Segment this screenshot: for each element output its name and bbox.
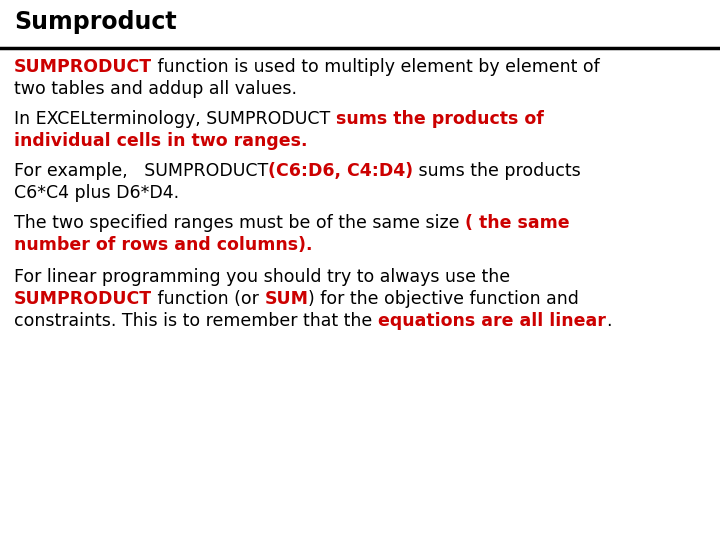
Text: number of rows and columns).: number of rows and columns).	[14, 236, 312, 254]
Text: (C6:D6, C4:D4): (C6:D6, C4:D4)	[269, 162, 413, 180]
Text: individual cells in two ranges.: individual cells in two ranges.	[14, 132, 307, 150]
Text: ) for the objective function and: ) for the objective function and	[308, 290, 580, 308]
Text: The two specified ranges must be of the same size: The two specified ranges must be of the …	[14, 214, 465, 232]
Text: Sumproduct: Sumproduct	[14, 10, 176, 34]
Text: SUM: SUM	[264, 290, 308, 308]
Text: In EXCELterminology, SUMPRODUCT: In EXCELterminology, SUMPRODUCT	[14, 110, 336, 128]
Text: SUMPRODUCT: SUMPRODUCT	[14, 290, 152, 308]
Text: constraints. This is to remember that the: constraints. This is to remember that th…	[14, 312, 378, 330]
Text: equations are all linear: equations are all linear	[378, 312, 606, 330]
Text: two tables and addup all values.: two tables and addup all values.	[14, 80, 297, 98]
Text: For example,   SUMPRODUCT: For example, SUMPRODUCT	[14, 162, 269, 180]
Text: ( the same: ( the same	[465, 214, 570, 232]
Text: .: .	[606, 312, 611, 330]
Text: function (or: function (or	[152, 290, 264, 308]
Text: sums the products: sums the products	[413, 162, 581, 180]
Text: SUMPRODUCT: SUMPRODUCT	[14, 58, 152, 76]
Text: C6*C4 plus D6*D4.: C6*C4 plus D6*D4.	[14, 184, 179, 202]
Text: function is used to multiply element by element of: function is used to multiply element by …	[152, 58, 600, 76]
Text: sums the products of: sums the products of	[336, 110, 544, 128]
Text: For linear programming you should try to always use the: For linear programming you should try to…	[14, 268, 510, 286]
